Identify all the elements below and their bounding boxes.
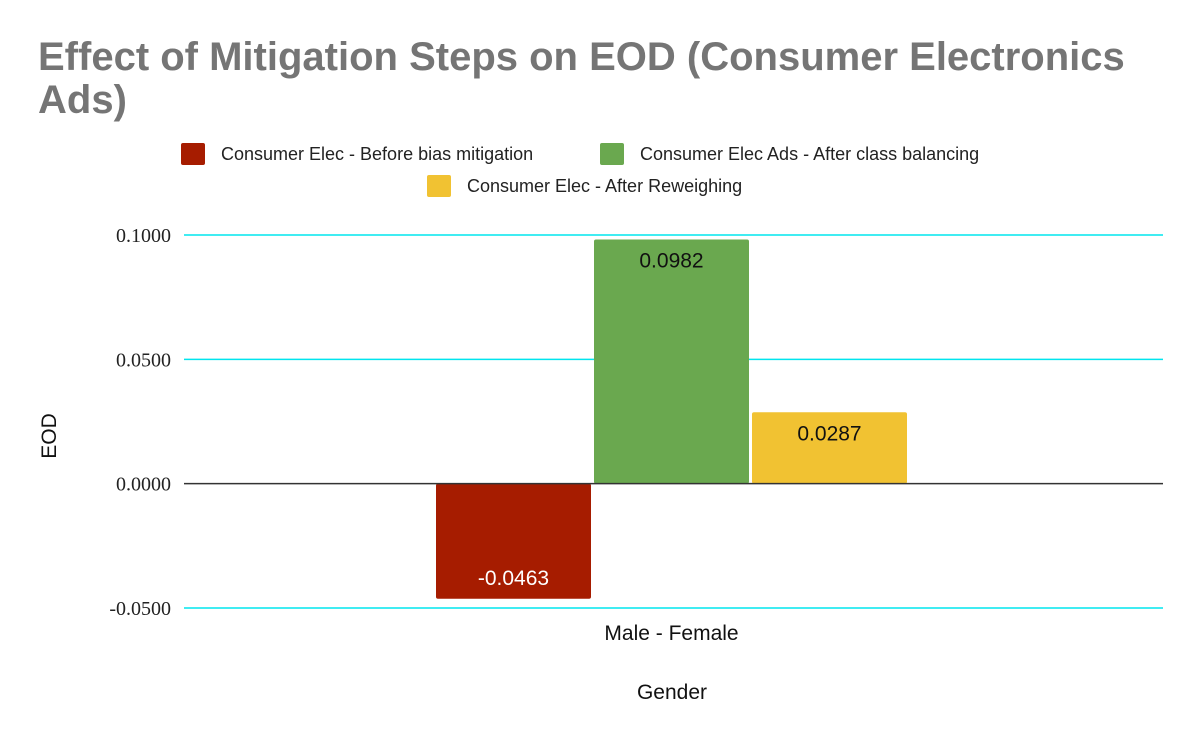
y-tick-label: 0.0500 xyxy=(116,349,171,371)
category-labels: Male - Female xyxy=(604,622,738,645)
data-label: 0.0287 xyxy=(797,422,861,445)
x-axis-label: Gender xyxy=(637,681,707,704)
y-axis-label: EOD xyxy=(38,413,61,459)
y-tick-label: 0.0000 xyxy=(116,474,171,496)
category-label: Male - Female xyxy=(604,622,738,645)
data-label: 0.0982 xyxy=(639,249,703,272)
chart-title-line-1: Effect of Mitigation Steps on EOD (Consu… xyxy=(38,35,1125,79)
legend-item: Consumer Elec - After Reweighing xyxy=(427,175,742,197)
chart-title: Effect of Mitigation Steps on EOD (Consu… xyxy=(38,35,1125,122)
legend-swatch xyxy=(427,175,451,197)
bars xyxy=(436,239,907,599)
legend-label: Consumer Elec - Before bias mitigation xyxy=(221,144,533,164)
bar xyxy=(436,483,591,599)
chart-title-line-2: Ads) xyxy=(38,78,127,122)
legend-item: Consumer Elec Ads - After class balancin… xyxy=(600,143,979,165)
legend-swatch xyxy=(600,143,624,165)
y-axis-ticks: -0.0500 0.0000 0.0500 0.1000 xyxy=(109,225,171,620)
data-label: -0.0463 xyxy=(478,567,549,590)
y-tick-label: -0.0500 xyxy=(109,598,171,620)
y-tick-label: 0.1000 xyxy=(116,225,171,247)
legend-item: Consumer Elec - Before bias mitigation xyxy=(181,143,533,165)
bar xyxy=(752,412,907,484)
legend-label: Consumer Elec Ads - After class balancin… xyxy=(640,144,979,164)
legend-swatch xyxy=(181,143,205,165)
bar xyxy=(594,239,749,484)
legend-label: Consumer Elec - After Reweighing xyxy=(467,176,742,196)
data-labels: -0.0463 0.0982 0.0287 xyxy=(478,249,862,589)
legend: Consumer Elec - Before bias mitigation Co… xyxy=(181,143,979,197)
